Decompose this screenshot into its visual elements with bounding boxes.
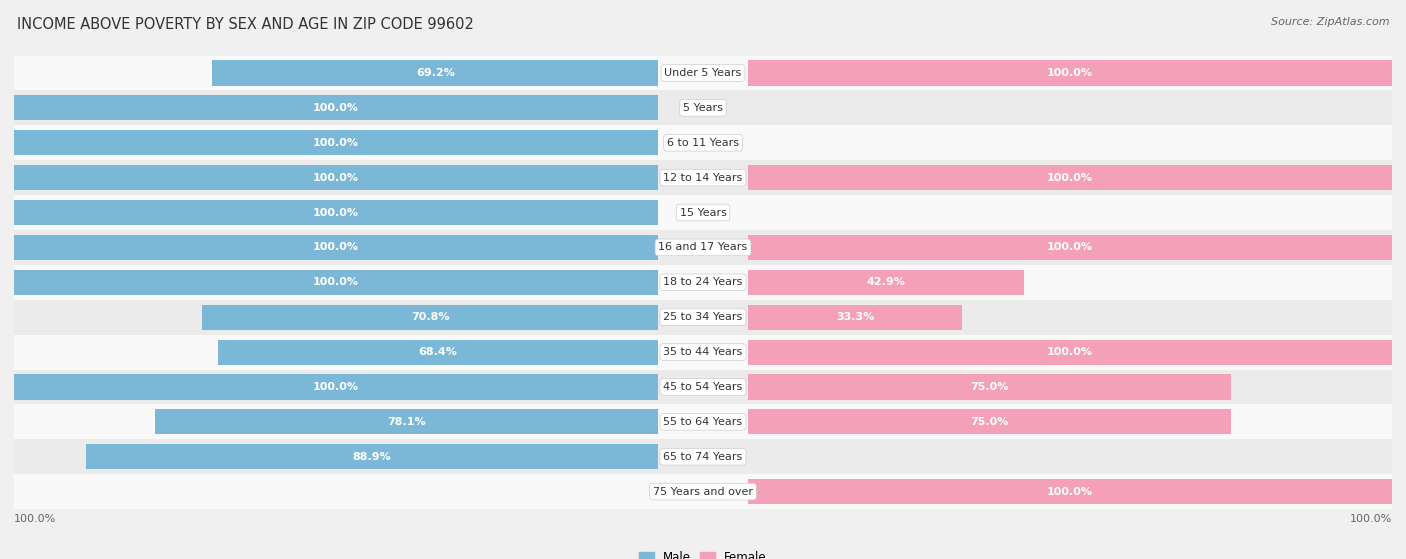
Bar	[14, 230, 1392, 265]
Bar	[14, 474, 1392, 509]
Text: 100.0%: 100.0%	[14, 514, 56, 524]
Text: 100.0%: 100.0%	[314, 103, 359, 113]
Text: 6 to 11 Years: 6 to 11 Years	[666, 138, 740, 148]
Text: 100.0%: 100.0%	[314, 277, 359, 287]
Bar	[14, 404, 1392, 439]
Text: 100.0%: 100.0%	[1047, 486, 1092, 496]
Text: 100.0%: 100.0%	[1047, 243, 1092, 253]
Bar	[14, 55, 1392, 91]
Text: 100.0%: 100.0%	[314, 382, 359, 392]
Bar	[14, 300, 1392, 335]
Text: 65 to 74 Years: 65 to 74 Years	[664, 452, 742, 462]
Bar	[14, 91, 1392, 125]
Text: 100.0%: 100.0%	[1047, 347, 1092, 357]
Bar	[14, 125, 1392, 160]
Text: INCOME ABOVE POVERTY BY SEX AND AGE IN ZIP CODE 99602: INCOME ABOVE POVERTY BY SEX AND AGE IN Z…	[17, 17, 474, 32]
Text: 75.0%: 75.0%	[970, 417, 1008, 427]
Text: 16 and 17 Years: 16 and 17 Years	[658, 243, 748, 253]
Bar	[748, 165, 1392, 190]
Bar	[748, 270, 1024, 295]
Bar	[14, 369, 1392, 404]
Bar	[14, 270, 658, 295]
Bar	[14, 439, 1392, 474]
Bar	[14, 160, 1392, 195]
Text: 75.0%: 75.0%	[970, 382, 1008, 392]
Text: 33.3%: 33.3%	[837, 312, 875, 322]
Bar	[86, 444, 658, 469]
Text: 100.0%: 100.0%	[1047, 68, 1092, 78]
Bar	[14, 265, 1392, 300]
Bar	[14, 96, 658, 120]
Text: 25 to 34 Years: 25 to 34 Years	[664, 312, 742, 322]
Text: 45 to 54 Years: 45 to 54 Years	[664, 382, 742, 392]
Bar	[14, 375, 658, 400]
Text: 70.8%: 70.8%	[411, 312, 450, 322]
Text: 100.0%: 100.0%	[314, 243, 359, 253]
Bar	[748, 60, 1392, 86]
Bar	[14, 130, 658, 155]
Text: 78.1%: 78.1%	[388, 417, 426, 427]
Text: 75 Years and over: 75 Years and over	[652, 486, 754, 496]
Bar	[202, 305, 658, 330]
Bar	[748, 409, 1230, 434]
Bar	[14, 235, 658, 260]
Text: 100.0%: 100.0%	[314, 138, 359, 148]
Text: 5 Years: 5 Years	[683, 103, 723, 113]
Text: 42.9%: 42.9%	[866, 277, 905, 287]
Text: 88.9%: 88.9%	[353, 452, 391, 462]
Bar	[218, 339, 658, 364]
Bar	[155, 409, 658, 434]
Text: Source: ZipAtlas.com: Source: ZipAtlas.com	[1271, 17, 1389, 27]
Text: 35 to 44 Years: 35 to 44 Years	[664, 347, 742, 357]
Bar	[748, 305, 962, 330]
Bar	[14, 165, 658, 190]
Bar	[14, 335, 1392, 369]
Text: Under 5 Years: Under 5 Years	[665, 68, 741, 78]
Legend: Male, Female: Male, Female	[634, 546, 772, 559]
Bar	[14, 195, 1392, 230]
Text: 15 Years: 15 Years	[679, 207, 727, 217]
Bar	[748, 339, 1392, 364]
Text: 100.0%: 100.0%	[314, 173, 359, 183]
Bar	[748, 235, 1392, 260]
Text: 18 to 24 Years: 18 to 24 Years	[664, 277, 742, 287]
Bar	[14, 200, 658, 225]
Text: 100.0%: 100.0%	[1047, 173, 1092, 183]
Text: 100.0%: 100.0%	[1350, 514, 1392, 524]
Text: 12 to 14 Years: 12 to 14 Years	[664, 173, 742, 183]
Text: 69.2%: 69.2%	[416, 68, 454, 78]
Text: 100.0%: 100.0%	[314, 207, 359, 217]
Bar	[212, 60, 658, 86]
Bar	[748, 479, 1392, 504]
Bar	[748, 375, 1230, 400]
Text: 55 to 64 Years: 55 to 64 Years	[664, 417, 742, 427]
Text: 68.4%: 68.4%	[419, 347, 457, 357]
